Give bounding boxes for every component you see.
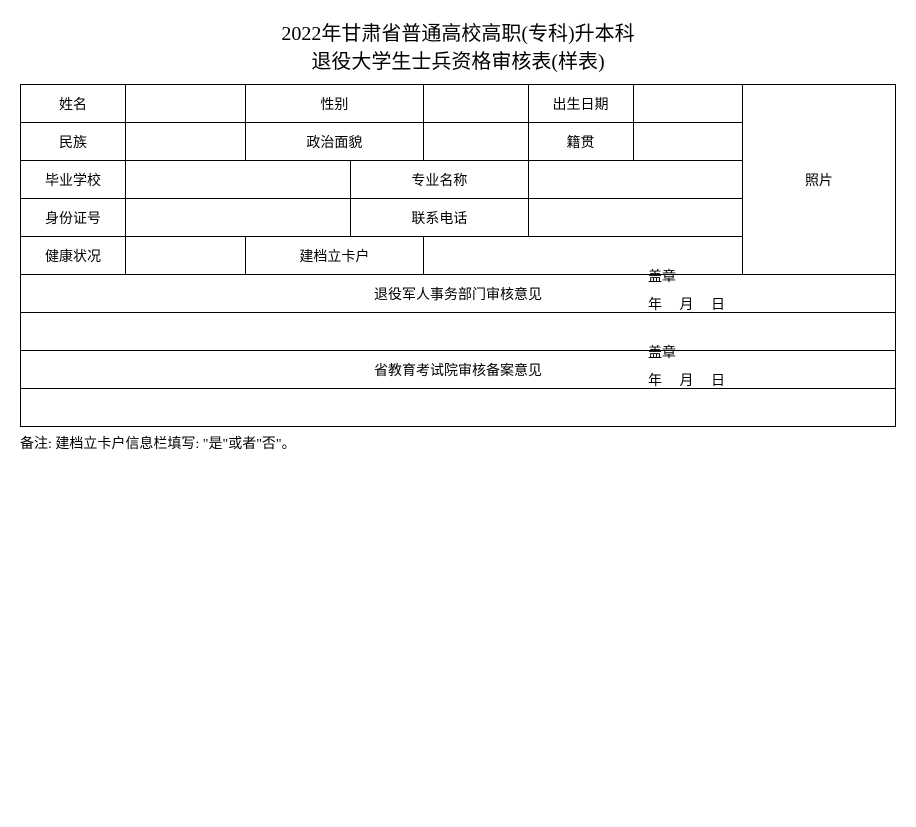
value-name — [126, 85, 246, 123]
section2-seal: 盖章 — [648, 340, 725, 368]
section1-header-row: 退役军人事务部门审核意见 — [21, 275, 896, 313]
section1-header: 退役军人事务部门审核意见 — [21, 275, 896, 313]
footnote: 备注: 建档立卡户信息栏填写: "是"或者"否"。 — [20, 433, 896, 453]
label-political: 政治面貌 — [246, 123, 423, 161]
value-phone — [528, 199, 742, 237]
label-native: 籍贯 — [528, 123, 633, 161]
label-health: 健康状况 — [21, 237, 126, 275]
label-gender: 性别 — [246, 85, 423, 123]
section1-body-row: 盖章 年 月 日 — [21, 313, 896, 351]
label-card-household: 建档立卡户 — [246, 237, 423, 275]
section2-stamp-block: 盖章 年 月 日 — [648, 340, 725, 396]
value-native — [633, 123, 742, 161]
row-name: 姓名 性别 出生日期 照片 — [21, 85, 896, 123]
value-id-number — [126, 199, 351, 237]
section2-header-row: 省教育考试院审核备案意见 — [21, 351, 896, 389]
value-grad-school — [126, 161, 351, 199]
section1-date: 年 月 日 — [648, 292, 725, 320]
section2-header: 省教育考试院审核备案意见 — [21, 351, 896, 389]
section2-body-row: 盖章 年 月 日 — [21, 389, 896, 427]
section2-opinion-cell: 盖章 年 月 日 — [21, 389, 896, 427]
label-id-number: 身份证号 — [21, 199, 126, 237]
section2-date: 年 月 日 — [648, 368, 725, 396]
section1-stamp-block: 盖章 年 月 日 — [648, 264, 725, 320]
title-line1: 2022年甘肃省普通高校高职(专科)升本科 — [281, 23, 634, 45]
page-container: 2022年甘肃省普通高校高职(专科)升本科 退役大学生士兵资格审核表(样表) 姓… — [20, 20, 896, 453]
value-ethnicity — [126, 123, 246, 161]
photo-cell: 照片 — [742, 85, 895, 275]
form-title: 2022年甘肃省普通高校高职(专科)升本科 退役大学生士兵资格审核表(样表) — [20, 20, 896, 76]
label-grad-school: 毕业学校 — [21, 161, 126, 199]
qualification-form-table: 姓名 性别 出生日期 照片 民族 政治面貌 籍贯 毕业学校 专业名称 身份证号 — [20, 84, 896, 427]
value-health — [126, 237, 246, 275]
label-birth: 出生日期 — [528, 85, 633, 123]
value-gender — [423, 85, 528, 123]
label-major: 专业名称 — [351, 161, 528, 199]
section1-seal: 盖章 — [648, 264, 725, 292]
label-name: 姓名 — [21, 85, 126, 123]
section1-opinion-cell: 盖章 年 月 日 — [21, 313, 896, 351]
label-ethnicity: 民族 — [21, 123, 126, 161]
value-political — [423, 123, 528, 161]
label-phone: 联系电话 — [351, 199, 528, 237]
title-line2: 退役大学生士兵资格审核表(样表) — [311, 51, 604, 73]
value-major — [528, 161, 742, 199]
value-birth — [633, 85, 742, 123]
